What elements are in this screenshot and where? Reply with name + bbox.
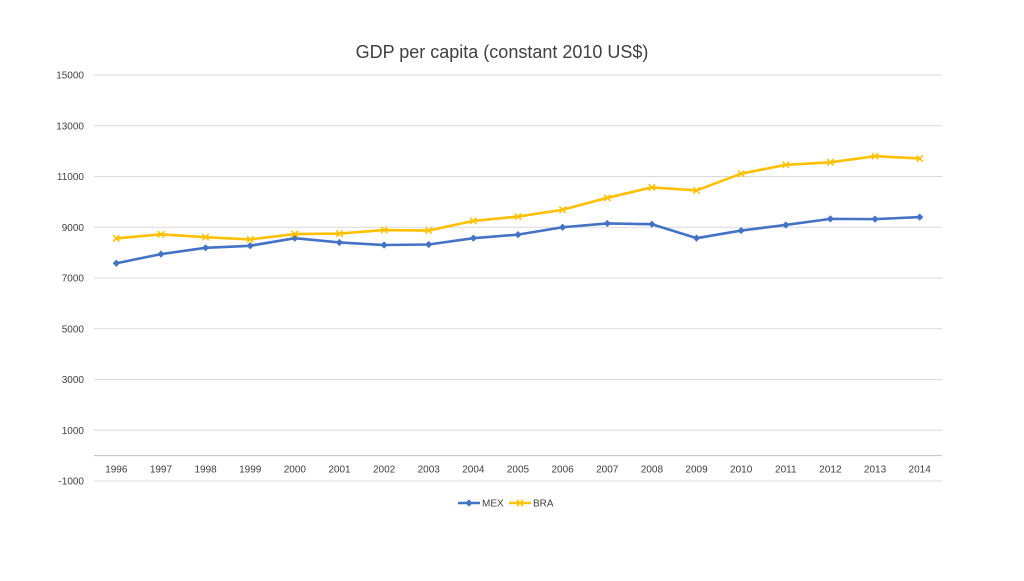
data-point <box>112 259 120 267</box>
x-tick-label: 2007 <box>596 465 619 476</box>
x-tick-label: 2005 <box>507 465 530 476</box>
gridlines <box>94 74 942 482</box>
x-tick-label: 2010 <box>730 465 753 476</box>
series-bra <box>112 152 924 244</box>
data-point <box>915 154 924 163</box>
data-point <box>648 183 656 192</box>
x-tick-label: 1997 <box>150 465 173 476</box>
x-tick-label: 2008 <box>641 465 664 476</box>
x-tick-label: 2011 <box>775 465 797 476</box>
data-point <box>916 213 924 221</box>
data-point <box>871 152 879 160</box>
data-point <box>826 158 835 167</box>
legend-item-bra: BRA <box>509 499 554 510</box>
x-tick-label: 2009 <box>685 465 708 476</box>
data-point <box>782 161 790 169</box>
data-point <box>737 169 745 178</box>
data-point <box>291 230 299 238</box>
legend-label: MEX <box>482 499 504 510</box>
legend-item-mex: MEX <box>458 499 504 510</box>
legend-marker <box>516 499 524 507</box>
x-axis: 1996 1997 1998 1999 2000 2001 2002 2003 2004 2005… <box>94 455 942 476</box>
data-point <box>603 194 611 202</box>
data-point <box>425 226 433 235</box>
data-point <box>514 231 522 239</box>
legend-label: BRA <box>533 499 554 510</box>
data-point <box>782 221 790 229</box>
data-point <box>469 234 477 242</box>
x-tick-label: 2001 <box>328 465 351 476</box>
data-point <box>692 186 701 195</box>
data-point <box>201 244 210 252</box>
data-point <box>559 223 567 231</box>
data-point <box>157 250 165 258</box>
x-tick-label: 2012 <box>819 465 842 476</box>
chart-title: GDP per capita (constant 2010 US$) <box>356 42 649 62</box>
y-tick-label: 9000 <box>62 223 85 234</box>
y-tick-label: 11000 <box>57 172 85 183</box>
data-point <box>380 241 388 249</box>
x-tick-label: 2006 <box>552 465 575 476</box>
y-axis: 15000 13000 11000 9000 7000 5000 3000 1000 -1000 <box>56 71 84 488</box>
data-point <box>246 235 254 244</box>
x-tick-label: 2002 <box>373 465 396 476</box>
y-tick-label: 7000 <box>62 274 85 285</box>
y-tick-label: -1000 <box>58 477 84 488</box>
x-tick-label: 1996 <box>105 465 128 476</box>
legend: MEX BRA <box>458 499 554 510</box>
data-point <box>826 215 835 223</box>
data-point <box>603 219 611 228</box>
data-point <box>871 215 879 223</box>
x-tick-label: 2000 <box>284 465 307 476</box>
y-tick-label: 5000 <box>62 324 85 335</box>
y-tick-label: 1000 <box>62 426 85 437</box>
series-group <box>112 152 924 267</box>
data-point <box>514 212 522 221</box>
x-tick-label: 2003 <box>418 465 441 476</box>
data-point <box>692 234 701 242</box>
series-mex <box>112 213 924 267</box>
data-point <box>425 240 433 249</box>
y-tick-label: 13000 <box>56 121 84 132</box>
series-line-mex <box>115 215 921 265</box>
x-tick-label: 1999 <box>239 465 262 476</box>
data-point <box>335 229 344 238</box>
x-tick-label: 1998 <box>194 465 217 476</box>
legend-marker <box>465 499 473 507</box>
data-point <box>246 242 254 250</box>
y-tick-label: 3000 <box>62 375 85 386</box>
data-point <box>380 226 388 234</box>
x-tick-label: 2013 <box>864 465 887 476</box>
data-point <box>558 206 567 214</box>
data-point <box>335 238 344 247</box>
x-tick-label: 2004 <box>462 465 485 476</box>
y-tick-label: 15000 <box>56 71 84 82</box>
data-point <box>469 217 478 225</box>
x-tick-label: 2014 <box>909 465 932 476</box>
data-point <box>112 234 121 243</box>
data-point <box>201 233 210 241</box>
data-point <box>737 226 745 235</box>
data-point <box>157 230 165 239</box>
data-point <box>648 220 656 228</box>
